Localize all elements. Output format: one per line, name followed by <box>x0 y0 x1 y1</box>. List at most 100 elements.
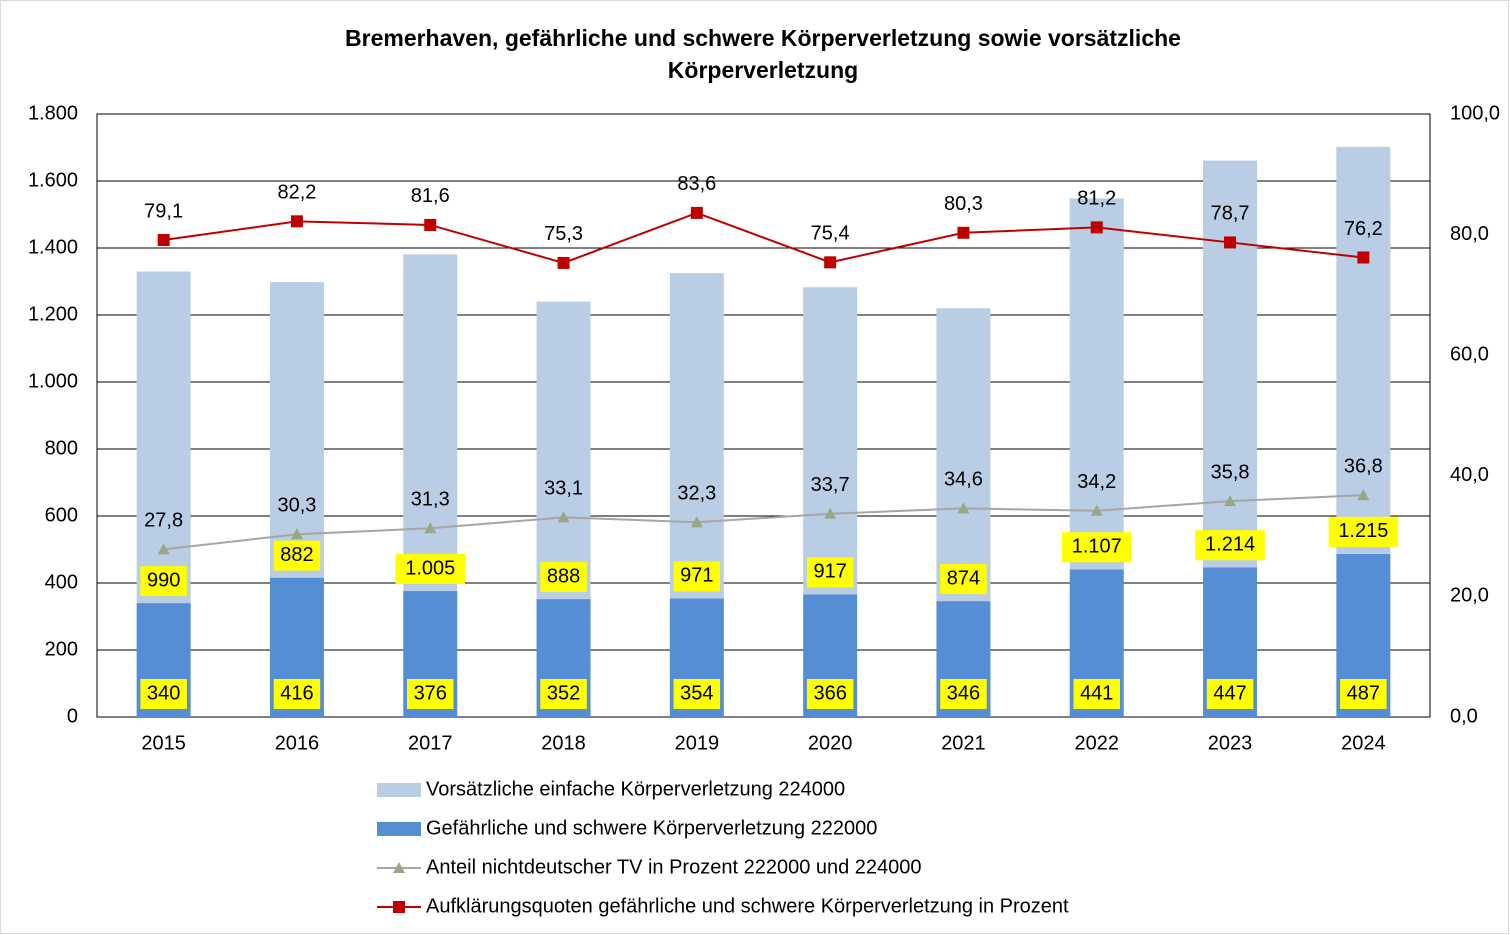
data-label-box <box>806 557 854 588</box>
data-label-box <box>1206 679 1254 709</box>
data-label: 81,6 <box>411 185 450 207</box>
legend-swatch <box>377 783 421 797</box>
x-tick-label: 2017 <box>408 732 453 754</box>
y2-tick-label: 80,0 <box>1450 223 1489 245</box>
marker <box>1224 495 1237 507</box>
data-label-box <box>940 679 987 709</box>
marker <box>157 234 170 247</box>
data-label: 33,1 <box>544 478 583 500</box>
data-label-box <box>407 679 454 709</box>
marker <box>557 256 570 269</box>
x-tick-label: 2024 <box>1341 732 1386 754</box>
data-label: 83,6 <box>677 173 716 195</box>
data-label-box <box>1073 679 1120 709</box>
data-label: 31,3 <box>411 489 450 511</box>
y-tick-label: 800 <box>45 437 78 459</box>
data-label: 352 <box>547 682 580 704</box>
marker <box>1357 489 1370 501</box>
data-label-box <box>395 554 465 585</box>
bar <box>1336 146 1391 554</box>
y-tick-label: 1.000 <box>28 370 78 392</box>
marker <box>1090 221 1103 234</box>
data-label-box <box>540 562 587 593</box>
legend-label: Anteil nichtdeutscher TV in Prozent 2220… <box>426 856 922 878</box>
y-tick-label: 400 <box>45 571 78 593</box>
x-tick-label: 2018 <box>541 732 586 754</box>
marker <box>1090 504 1103 516</box>
bar <box>536 301 591 600</box>
data-label: 447 <box>1213 682 1246 704</box>
data-label-box <box>806 679 854 709</box>
data-label: 441 <box>1080 682 1113 704</box>
data-label: 990 <box>147 569 180 591</box>
data-label: 354 <box>680 682 713 704</box>
marker <box>957 226 970 239</box>
y2-tick-label: 40,0 <box>1450 464 1489 486</box>
data-label: 32,3 <box>677 483 716 505</box>
data-label: 1.107 <box>1072 536 1122 558</box>
bar <box>803 287 858 595</box>
data-label: 75,4 <box>811 223 850 245</box>
data-label: 36,8 <box>1344 455 1383 477</box>
y-tick-label: 1.200 <box>28 303 78 325</box>
data-label: 1.005 <box>405 557 455 579</box>
data-label-box <box>1062 532 1132 563</box>
x-tick-label: 2015 <box>141 732 186 754</box>
y-tick-label: 1.400 <box>28 236 78 258</box>
marker <box>290 528 303 540</box>
x-tick-label: 2022 <box>1075 732 1120 754</box>
data-label-box <box>673 561 721 592</box>
data-label: 78,7 <box>1211 203 1250 225</box>
marker <box>690 206 703 219</box>
data-label: 376 <box>414 682 447 704</box>
data-label: 79,1 <box>144 200 183 222</box>
marker <box>557 511 570 523</box>
chart-title: Bremerhaven, gefährliche und schwere Kör… <box>345 25 1181 51</box>
y-tick-label: 1.600 <box>28 169 78 191</box>
data-label: 882 <box>280 544 313 566</box>
data-label: 82,2 <box>277 182 316 204</box>
data-label: 33,7 <box>811 474 850 496</box>
x-tick-label: 2019 <box>675 732 720 754</box>
y2-tick-label: 100,0 <box>1450 102 1500 124</box>
data-label-box <box>540 679 587 709</box>
data-label-box <box>940 564 987 595</box>
data-label: 1.215 <box>1338 520 1388 542</box>
y2-tick-label: 20,0 <box>1450 585 1489 607</box>
data-label: 76,2 <box>1344 218 1383 240</box>
data-label: 346 <box>947 682 980 704</box>
marker <box>824 256 837 269</box>
y2-tick-label: 0,0 <box>1450 705 1478 727</box>
bar <box>669 273 724 599</box>
y2-tick-label: 60,0 <box>1450 343 1489 365</box>
chart-title: Körperverletzung <box>668 57 858 83</box>
x-tick-label: 2023 <box>1208 732 1253 754</box>
marker <box>1357 251 1370 264</box>
data-label: 487 <box>1347 682 1380 704</box>
data-label-box <box>673 679 721 709</box>
y-tick-label: 200 <box>45 638 78 660</box>
legend-label: Gefährliche und schwere Körperverletzung… <box>426 817 877 839</box>
data-label: 81,2 <box>1077 188 1116 210</box>
y-tick-label: 0 <box>67 705 78 727</box>
marker <box>690 516 703 528</box>
bar <box>403 254 458 592</box>
line <box>163 494 1364 551</box>
data-label: 35,8 <box>1211 461 1250 483</box>
data-label-box <box>273 540 321 571</box>
data-label: 888 <box>547 565 580 587</box>
marker <box>290 215 303 228</box>
data-label: 340 <box>147 682 180 704</box>
x-tick-label: 2021 <box>941 732 986 754</box>
y-tick-label: 600 <box>45 504 78 526</box>
data-label-box <box>1340 679 1387 709</box>
data-label: 80,3 <box>944 193 983 215</box>
legend-marker <box>393 862 405 873</box>
x-tick-label: 2016 <box>275 732 320 754</box>
data-label-box <box>140 679 187 709</box>
data-label: 34,6 <box>944 469 983 491</box>
line <box>163 211 1364 264</box>
data-label: 874 <box>947 567 980 589</box>
